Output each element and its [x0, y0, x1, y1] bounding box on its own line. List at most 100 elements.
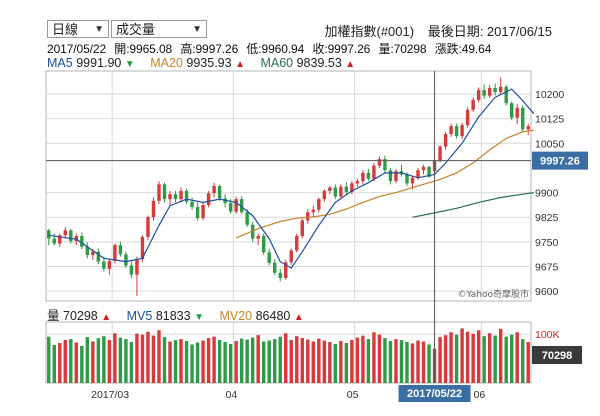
volume-bar [355, 337, 360, 383]
candle-body [107, 260, 112, 269]
volume-legend: 量 70298 ▲ MV5 81833 ▼ MV20 86480 ▲ [47, 305, 316, 324]
candle-body [85, 246, 90, 255]
ohlc-volume: 量:70298 [378, 42, 427, 56]
volume-bar [184, 341, 189, 383]
indicator-select[interactable]: 成交量 ▼ [111, 20, 207, 38]
candle-body [388, 170, 393, 182]
candle-body [377, 159, 382, 166]
candle-body [405, 174, 409, 184]
candle-body [278, 272, 282, 278]
price-tick-label: 10125 [535, 114, 564, 126]
volume-bar [278, 336, 282, 383]
volume-value-label: 70298 [542, 350, 573, 362]
volume-bar [399, 340, 404, 383]
ohlc-readout: 2017/05/22 開:9965.08 高:9997.26 低:9960.94… [47, 40, 496, 57]
volume-bar [168, 341, 172, 383]
candle-body [195, 207, 200, 219]
volume-bar [333, 343, 338, 383]
candle-body [438, 146, 442, 161]
volume-bar [173, 340, 178, 383]
candle-body [350, 183, 354, 192]
price-tick-label: 9750 [535, 237, 559, 249]
volume-bar [322, 340, 327, 383]
candle-body [510, 103, 514, 118]
volume-bar [261, 341, 266, 383]
candle-body [284, 262, 288, 278]
candle-body [179, 190, 183, 200]
volume-bar [234, 341, 238, 383]
candle-body [206, 193, 211, 206]
volume-bar [289, 340, 293, 383]
candle-body [212, 186, 216, 194]
up-arrow-icon: ▲ [293, 312, 304, 323]
candle-body [482, 90, 486, 96]
volume-bar [74, 342, 79, 383]
volume-bar [63, 340, 67, 383]
volume-bar [52, 344, 56, 383]
legend-volume-label: 量 [47, 309, 60, 323]
volume-bar [107, 340, 112, 383]
candle-body [239, 199, 244, 213]
volume-panel-frame [45, 321, 532, 384]
candle-body [521, 107, 525, 130]
indicator-select-value: 成交量 [116, 22, 156, 37]
legend-ma20-label: MA20 [150, 56, 183, 70]
period-select[interactable]: 日線 ▼ [47, 20, 109, 38]
candle-body [234, 199, 238, 212]
volume-bar [157, 330, 161, 383]
ma5-line [48, 88, 535, 269]
price-tick-label: 9825 [535, 212, 559, 224]
volume-bar [350, 340, 354, 383]
legend-mv5-label: MV5 [126, 309, 153, 323]
volume-bar [328, 342, 332, 383]
candle-body [173, 194, 178, 200]
volume-bar [201, 340, 205, 383]
candle-body [190, 201, 194, 208]
crosshair-date-label: 2017/05/22 [407, 388, 462, 400]
candle-body [372, 165, 376, 179]
candle-body [460, 125, 464, 137]
candle-body [250, 224, 255, 239]
candle-body [394, 171, 398, 182]
candle-body [63, 230, 67, 236]
candle-body [157, 184, 161, 201]
candle-body [217, 186, 222, 199]
volume-value-box [532, 346, 582, 364]
legend-mv5: MV5 81833 ▼ [127, 309, 208, 323]
volume-bar [118, 337, 123, 383]
candle-body [135, 258, 139, 275]
down-arrow-icon: ▼ [194, 312, 204, 323]
legend-mv20: MV20 86480 ▲ [219, 309, 303, 323]
ohlc-high: 高:9997.26 [180, 42, 239, 56]
candle-body [493, 88, 497, 93]
volume-bar [195, 342, 200, 383]
legend-mv5-value: 81833 [155, 309, 191, 323]
candle-body [322, 190, 327, 200]
volume-bar [476, 330, 481, 383]
ohlc-date: 2017/05/22 [47, 42, 107, 56]
candle-body [333, 187, 338, 197]
volume-bar [438, 337, 442, 383]
ohlc-change: 漲跌:49.64 [434, 42, 492, 56]
candle-body [273, 262, 277, 273]
candle-body [410, 177, 415, 184]
volume-bar [80, 345, 84, 383]
crosshair-price-box [532, 151, 588, 170]
volume-bar [366, 339, 371, 383]
watermark: ©Yahoo奇摩股市 [458, 288, 530, 300]
volume-bar [416, 340, 420, 383]
volume-bar [96, 338, 101, 383]
candle-body [311, 209, 316, 213]
volume-bar [526, 342, 530, 383]
candle-body [91, 251, 95, 255]
volume-bar [212, 336, 216, 383]
candle-body [80, 235, 84, 247]
volume-bar [162, 337, 167, 383]
candle-body [476, 90, 481, 100]
volume-bar [300, 338, 304, 383]
candle-body [526, 126, 530, 130]
candle-body [443, 134, 448, 147]
down-arrow-icon: ▼ [124, 59, 135, 70]
candle-body [339, 186, 343, 197]
